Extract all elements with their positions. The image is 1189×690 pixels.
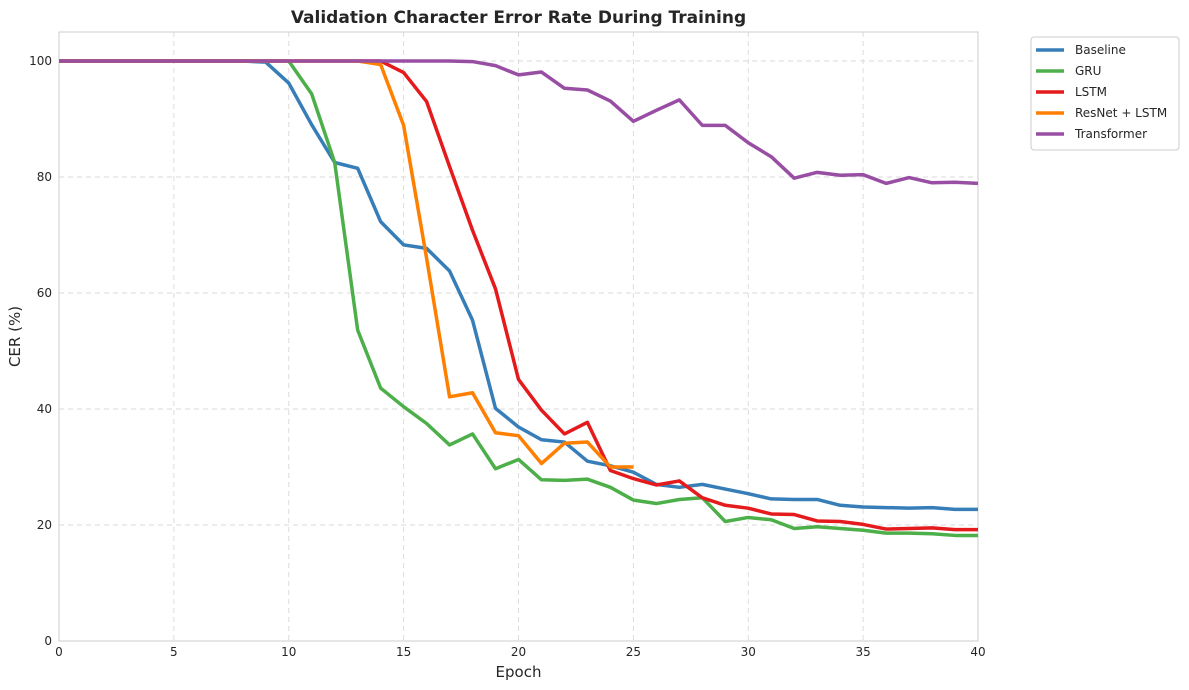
tick-labels: 0 5 10 15 20 25 30 35 40 0 20 40 60 80 100 <box>29 54 986 659</box>
x-tick-label: 0 <box>55 645 63 659</box>
y-tick-label: 20 <box>37 518 52 532</box>
x-axis-label: Epoch <box>496 663 542 681</box>
grid <box>58 32 979 642</box>
legend-box <box>1030 36 1180 151</box>
legend: Baseline GRU LSTM ResNet + LSTM Transformer <box>1030 36 1180 151</box>
legend-label: LSTM <box>1075 85 1107 99</box>
series-line-transformer <box>59 59 979 186</box>
y-tick-label: 0 <box>44 634 52 648</box>
x-tick-label: 25 <box>626 645 641 659</box>
legend-label: Transformer <box>1074 127 1147 141</box>
legend-label: ResNet + LSTM <box>1075 106 1167 120</box>
chart-title: Validation Character Error Rate During T… <box>291 8 746 28</box>
x-tick-label: 20 <box>511 645 526 659</box>
x-tick-label: 35 <box>855 645 870 659</box>
y-tick-label: 80 <box>37 170 52 184</box>
y-tick-label: 40 <box>37 402 52 416</box>
y-tick-label: 100 <box>29 54 52 68</box>
y-tick-label: 60 <box>37 286 52 300</box>
plot-frame <box>58 31 979 642</box>
x-tick-label: 30 <box>741 645 756 659</box>
x-tick-label: 5 <box>170 645 178 659</box>
x-tick-label: 40 <box>970 645 985 659</box>
x-tick-label: 15 <box>396 645 411 659</box>
legend-label: Baseline <box>1075 43 1126 57</box>
series-lines <box>59 59 979 538</box>
y-axis-label: CER (%) <box>6 306 24 367</box>
series-line-resnet-lstm <box>59 59 634 469</box>
x-tick-label: 10 <box>281 645 296 659</box>
legend-label: GRU <box>1075 64 1101 78</box>
